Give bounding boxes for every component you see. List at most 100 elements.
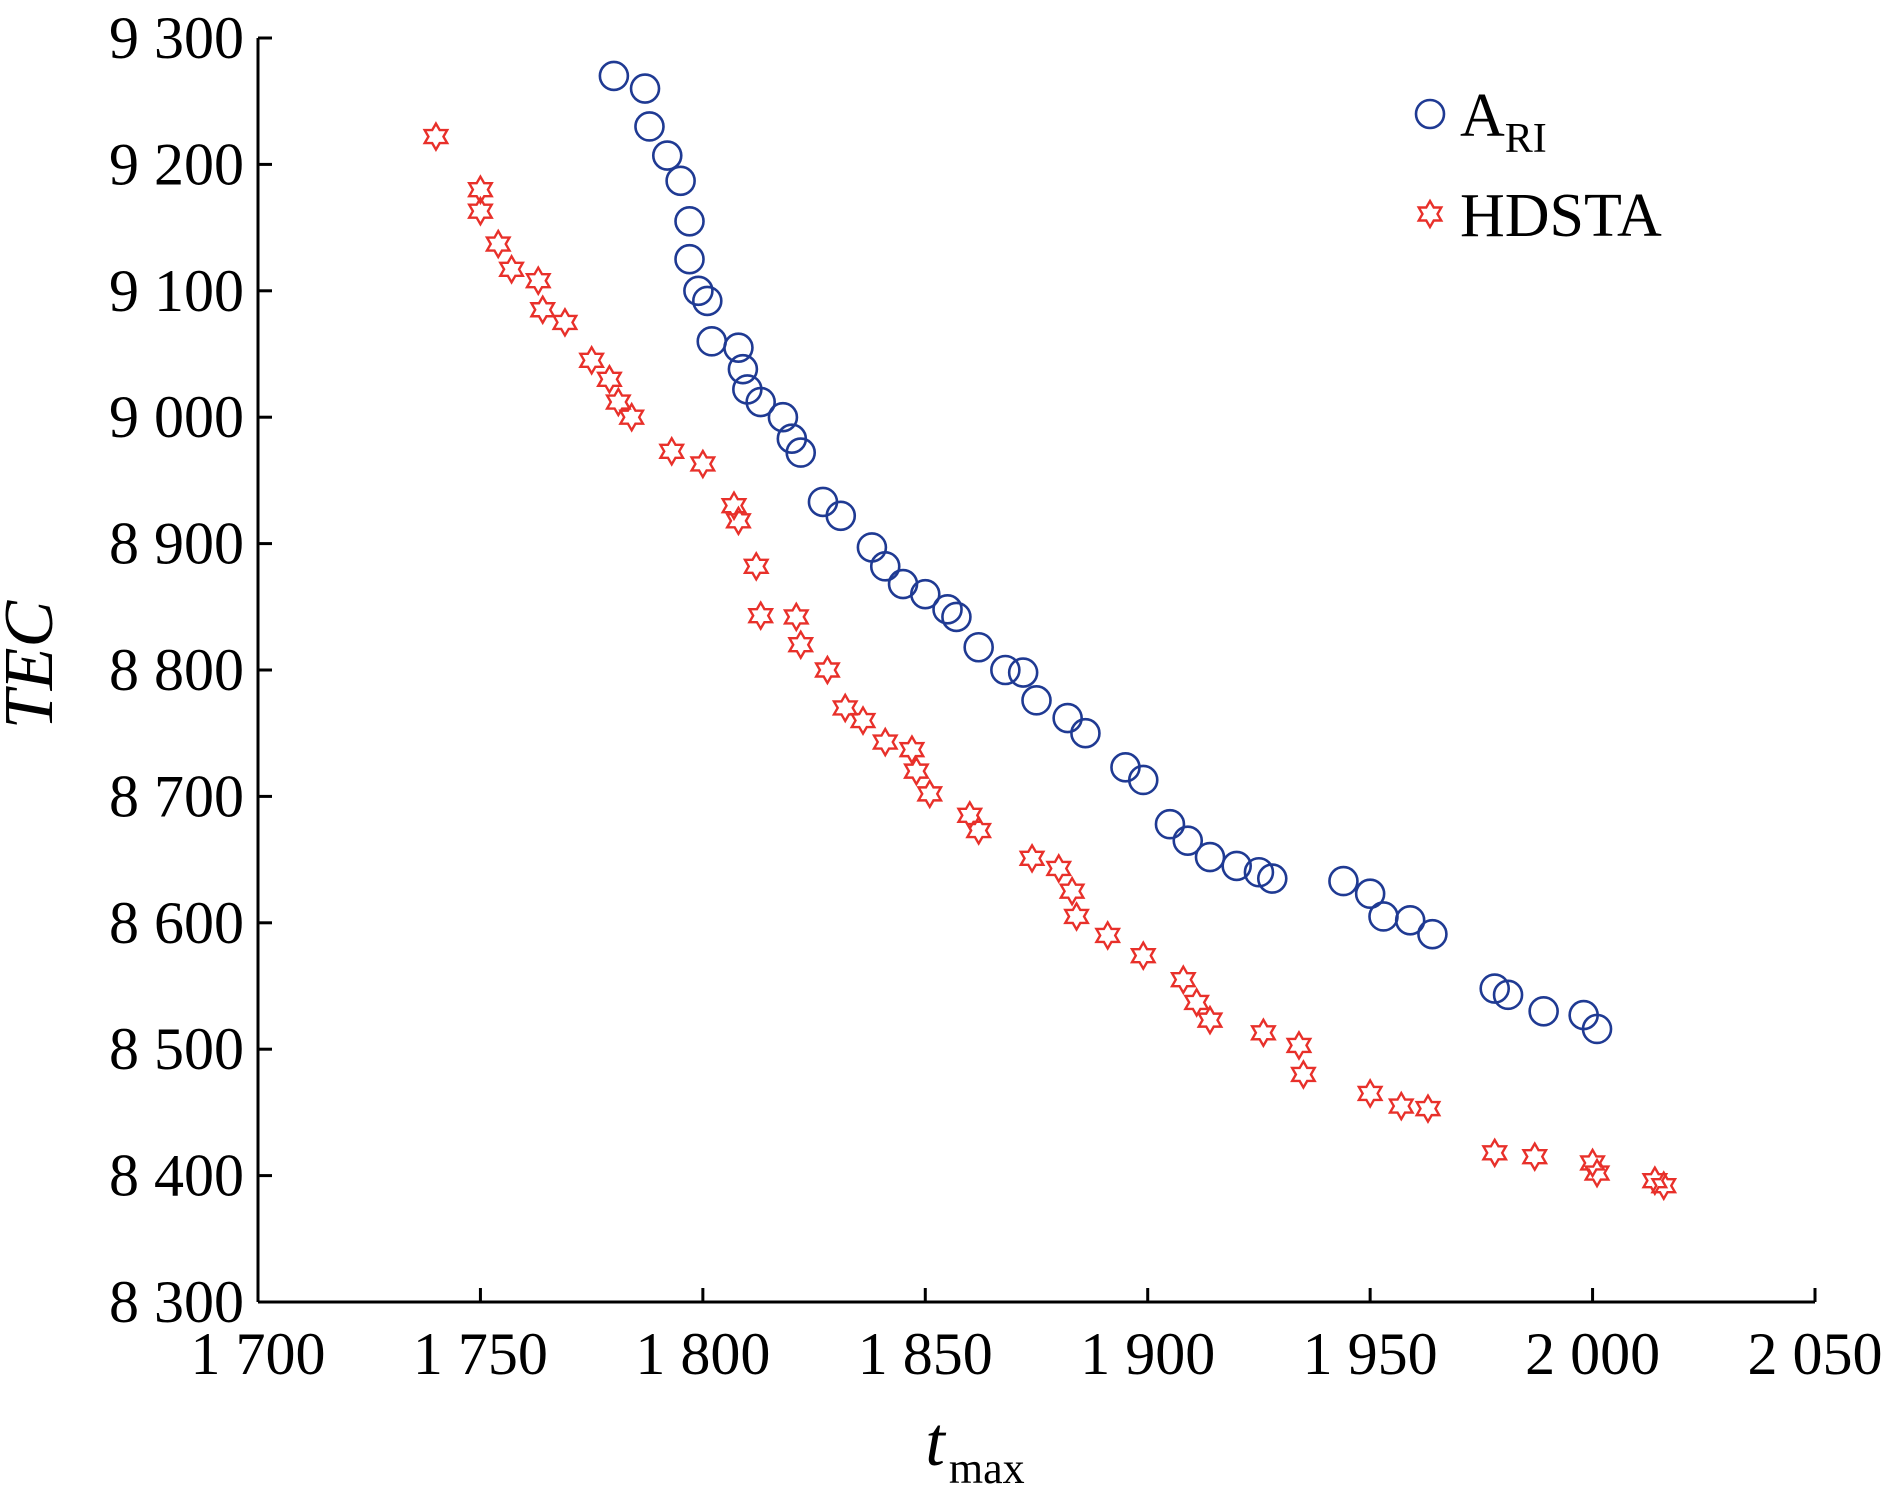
star-marker bbox=[725, 505, 752, 537]
star-marker bbox=[1018, 842, 1046, 874]
circle-marker bbox=[807, 486, 839, 518]
star-marker bbox=[596, 363, 623, 395]
x-axis-title: tmax bbox=[925, 1404, 1024, 1493]
y-tick-label: 9 300 bbox=[109, 5, 244, 71]
star-marker bbox=[849, 705, 877, 736]
circle-marker bbox=[629, 73, 661, 104]
star-marker bbox=[529, 294, 557, 326]
circle-marker bbox=[932, 594, 963, 625]
circle-marker bbox=[1417, 918, 1448, 950]
circle-marker bbox=[1328, 865, 1359, 897]
star-marker bbox=[484, 228, 512, 260]
circle-marker bbox=[1194, 841, 1226, 873]
x-tick-label: 2 050 bbox=[1748, 1321, 1883, 1387]
circle-marker bbox=[674, 243, 705, 275]
circle-marker bbox=[1368, 901, 1399, 932]
circle-marker bbox=[1007, 657, 1039, 688]
circle-marker bbox=[1052, 702, 1083, 734]
circle-marker bbox=[727, 353, 759, 385]
y-tick-label: 8 600 bbox=[109, 890, 244, 956]
circle-marker bbox=[651, 140, 683, 171]
star-marker bbox=[916, 778, 944, 810]
y-tick-label: 8 900 bbox=[109, 511, 244, 577]
circle-marker bbox=[665, 165, 696, 197]
star-marker bbox=[1650, 1170, 1678, 1202]
circle-marker bbox=[674, 205, 705, 237]
star-marker bbox=[605, 386, 632, 418]
x-tick-label: 1 800 bbox=[635, 1321, 770, 1387]
circle-marker bbox=[683, 275, 714, 307]
star-marker bbox=[720, 490, 748, 522]
circle-marker bbox=[887, 568, 919, 600]
legend-label: HDSTA bbox=[1460, 182, 1662, 250]
circle-marker bbox=[692, 285, 723, 317]
y-tick-label: 9 000 bbox=[109, 384, 244, 450]
series-hdsta bbox=[422, 121, 1678, 1202]
star-marker bbox=[1290, 1059, 1317, 1090]
circle-marker bbox=[825, 500, 857, 532]
legend-label-subscript: RI bbox=[1505, 116, 1547, 162]
x-tick-label: 1 900 bbox=[1080, 1321, 1215, 1387]
circle-marker bbox=[1492, 979, 1524, 1011]
circle-marker bbox=[1394, 904, 1426, 936]
star-marker bbox=[658, 435, 686, 467]
circle-marker bbox=[963, 631, 994, 663]
star-marker bbox=[1579, 1147, 1606, 1179]
star-marker bbox=[1414, 1093, 1442, 1125]
plot-area bbox=[422, 60, 1678, 1202]
star-marker bbox=[1641, 1165, 1669, 1197]
star-marker bbox=[965, 815, 993, 846]
circle-marker bbox=[856, 532, 888, 563]
star-marker bbox=[871, 726, 899, 758]
star-marker bbox=[1583, 1157, 1611, 1189]
circle-marker bbox=[634, 111, 665, 142]
y-tick-label: 9 200 bbox=[109, 131, 244, 197]
circle-marker bbox=[909, 578, 941, 610]
star-marker bbox=[1129, 940, 1157, 972]
series-a-ri bbox=[598, 60, 1613, 1045]
circle-marker bbox=[767, 401, 799, 433]
circle-marker bbox=[1221, 850, 1252, 882]
star-marker bbox=[578, 344, 605, 376]
circle-marker bbox=[990, 654, 1021, 686]
star-marker bbox=[742, 550, 770, 582]
circle-marker bbox=[869, 551, 901, 582]
star-marker bbox=[831, 692, 859, 724]
y-tick-label: 8 300 bbox=[109, 1269, 244, 1335]
x-axis-title-main: t bbox=[925, 1404, 946, 1481]
x-tick-label: 1 750 bbox=[413, 1321, 548, 1387]
star-marker bbox=[1285, 1030, 1313, 1061]
star-marker bbox=[1387, 1090, 1415, 1122]
star-marker bbox=[1250, 1017, 1277, 1049]
star-marker bbox=[814, 654, 841, 686]
circle-marker bbox=[1021, 685, 1052, 716]
star-marker bbox=[747, 600, 775, 632]
circle-marker bbox=[785, 437, 817, 468]
star-marker bbox=[422, 121, 450, 152]
star-marker bbox=[1063, 901, 1090, 932]
legend-label: ARI bbox=[1460, 82, 1547, 162]
x-axis-title-subscript: max bbox=[949, 1444, 1025, 1493]
circle-marker bbox=[1154, 808, 1186, 840]
star-marker bbox=[1356, 1078, 1384, 1109]
star-marker bbox=[618, 401, 646, 433]
ticks: 1 700 1 750 1 800 1 850 1 900 1 950 2 000 2 050… bbox=[109, 5, 1883, 1387]
star-marker bbox=[1183, 987, 1210, 1018]
star-marker bbox=[903, 755, 930, 787]
star-marker bbox=[467, 195, 494, 227]
star-marker bbox=[1481, 1137, 1509, 1169]
circle-marker bbox=[1172, 825, 1204, 856]
star-marker bbox=[1521, 1141, 1549, 1173]
y-tick-label: 8 400 bbox=[109, 1143, 244, 1209]
star-marker bbox=[1169, 964, 1197, 996]
star-marker bbox=[524, 265, 552, 297]
y-tick-label: 8 800 bbox=[109, 637, 244, 703]
circle-marker bbox=[1354, 878, 1386, 910]
star-marker bbox=[1196, 1004, 1224, 1036]
y-tick-label: 8 500 bbox=[109, 1016, 244, 1082]
circle-marker bbox=[1479, 973, 1511, 1004]
legend-marker bbox=[1416, 198, 1444, 230]
y-tick-label: 8 700 bbox=[109, 763, 244, 829]
